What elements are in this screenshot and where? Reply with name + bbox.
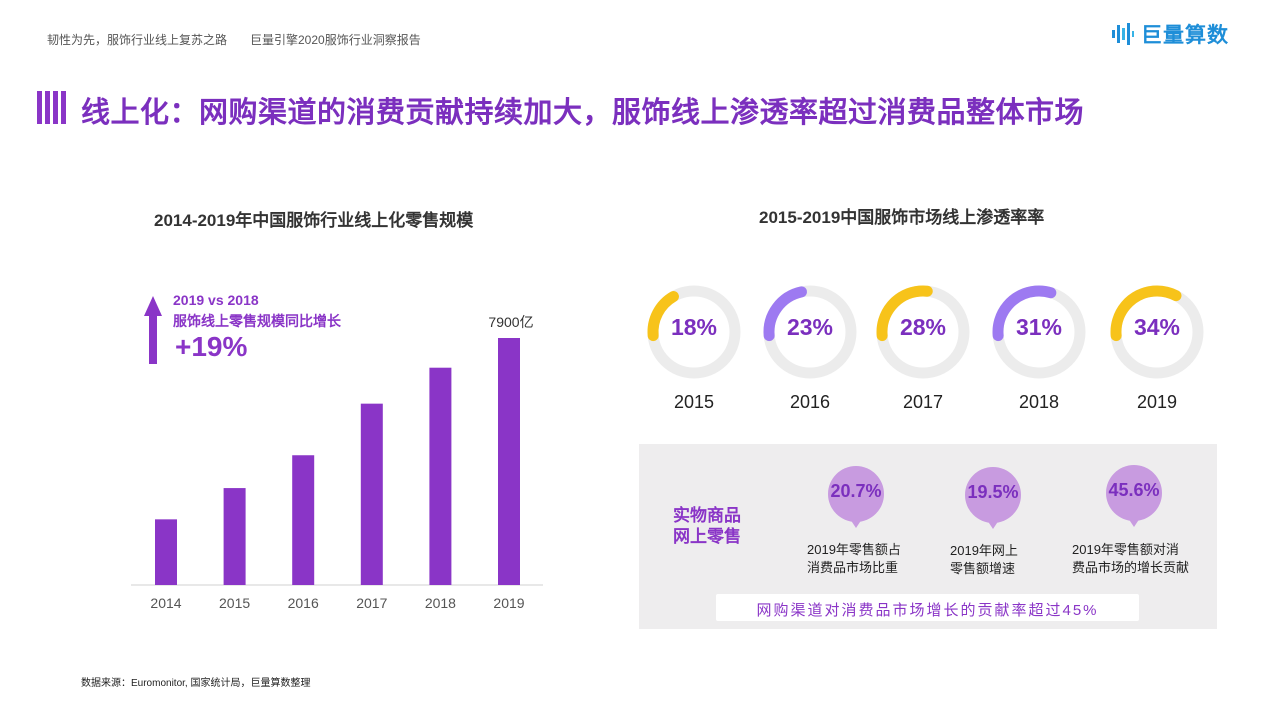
growth-value: +19%	[175, 331, 248, 362]
stat-caption-growth: 2019年网上 零售额增速	[950, 542, 1018, 578]
brand-logo-icon	[1112, 23, 1134, 45]
donut-year-label: 2019	[1136, 392, 1178, 412]
brand-name: 巨量算数	[1141, 24, 1229, 47]
pin-marker-icon	[1106, 465, 1162, 527]
stat-pin-growth: 19.5%	[960, 467, 1026, 533]
bar-2016	[292, 455, 315, 585]
x-tick-label: 2018	[425, 595, 456, 611]
donut-chart-title: 2015-2019中国服饰市场线上渗透率率	[759, 208, 1045, 227]
donut-ring	[992, 285, 1086, 379]
donut-arc	[1110, 285, 1204, 379]
donut-percent-label: 23%	[786, 314, 834, 340]
donut-arc	[647, 285, 741, 379]
donut-percent-label: 31%	[1015, 314, 1063, 340]
donut-ring	[763, 285, 857, 379]
bar-value-label: 7900亿	[488, 314, 533, 330]
x-tick-label: 2016	[288, 595, 319, 611]
donut-arc	[992, 285, 1086, 379]
growth-up-arrow-icon	[144, 296, 162, 364]
donut-ring	[876, 285, 970, 379]
bar-2018	[429, 367, 452, 585]
bar-2019	[498, 338, 520, 585]
donut-arc	[763, 285, 857, 379]
bar-2015	[223, 488, 246, 585]
panel-label: 实物商品 网上零售	[673, 505, 741, 547]
header-report-title: 巨量引擎2020服饰行业洞察报告	[250, 33, 421, 47]
donut-ring	[1110, 285, 1204, 379]
title-accent-bars	[37, 91, 66, 124]
donut-arc	[876, 285, 970, 379]
bar-2014	[155, 519, 177, 585]
donut-year-label: 2015	[673, 392, 715, 412]
donut-2017: 28%	[875, 284, 971, 380]
conclusion-box: 网购渠道对消费品市场增长的贡献率超过45%	[716, 594, 1139, 621]
stat-caption-line: 费品市场的增长贡献	[1072, 560, 1190, 575]
stat-caption-line: 2019年网上	[950, 543, 1018, 558]
donut-year-label: 2017	[902, 392, 944, 412]
stat-value-share: 20.7%	[830, 481, 882, 501]
donut-2015: 18%	[646, 284, 742, 380]
stat-caption-line: 零售额增速	[950, 561, 1016, 576]
panel-label-line2: 网上零售	[673, 527, 741, 546]
stat-value-growth: 19.5%	[967, 482, 1019, 502]
bar-chart-title: 2014-2019年中国服饰行业线上化零售规模	[154, 211, 474, 230]
x-tick-label: 2014	[150, 595, 181, 611]
x-tick-label: 2017	[356, 595, 387, 611]
donut-year-label: 2016	[789, 392, 831, 412]
stat-pin-contribution: 45.6%	[1101, 465, 1167, 531]
brand-logo: 巨量算数	[1111, 19, 1229, 49]
donut-year-label: 2018	[1018, 392, 1060, 412]
bar-2017	[360, 403, 383, 585]
donut-ring	[647, 285, 741, 379]
stat-caption-contribution: 2019年零售额对消 费品市场的增长贡献	[1072, 541, 1189, 577]
donut-percent-label: 18%	[670, 314, 718, 340]
growth-compare-label: 2019 vs 2018	[173, 292, 259, 308]
stat-caption-share: 2019年零售额占 消费品市场比重	[807, 541, 901, 577]
stat-caption-line: 消费品市场比重	[807, 560, 899, 575]
pin-marker-icon	[965, 467, 1021, 529]
donut-2018: 31%	[991, 284, 1087, 380]
donut-2016: 23%	[762, 284, 858, 380]
donut-percent-label: 34%	[1133, 314, 1181, 340]
stat-pin-share: 20.7%	[823, 466, 889, 532]
header-tagline: 韧性为先，服饰行业线上复苏之路	[47, 33, 228, 47]
data-source: 数据来源：Euromonitor, 国家统计局，巨量算数整理	[81, 678, 311, 689]
donut-2019: 34%	[1109, 284, 1205, 380]
x-tick-label: 2019	[493, 595, 524, 611]
stat-value-contribution: 45.6%	[1108, 480, 1160, 500]
page-title: 线上化：网购渠道的消费贡献持续加大，服饰线上渗透率超过消费品整体市场	[81, 97, 1085, 129]
conclusion-text: 网购渠道对消费品市场增长的贡献率超过45%	[756, 602, 1099, 619]
pin-marker-icon	[828, 466, 884, 528]
panel-label-line1: 实物商品	[673, 506, 741, 525]
donut-percent-label: 28%	[899, 314, 947, 340]
growth-desc-label: 服饰线上零售规模同比增长	[173, 313, 341, 329]
x-tick-label: 2015	[219, 595, 250, 611]
stat-caption-line: 2019年零售额对消	[1072, 542, 1179, 557]
stat-caption-line: 2019年零售额占	[807, 542, 901, 557]
